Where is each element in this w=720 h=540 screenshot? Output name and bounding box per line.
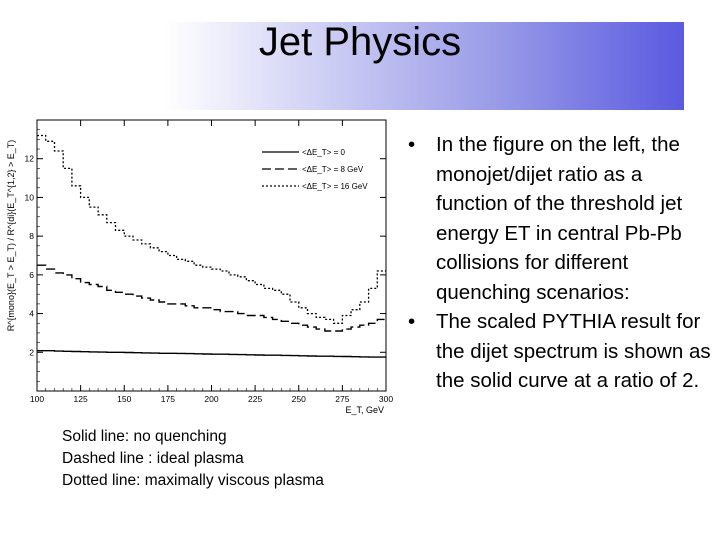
legend-entry: <ΔE_T> = 8 GeV [302, 165, 364, 174]
figure-caption: Solid line: no quenching Dashed line : id… [62, 426, 324, 492]
plot-frame [36, 119, 387, 392]
caption-line: Dotted line: maximally viscous plasma [62, 472, 324, 489]
bullet-item: • In the figure on the left, the monojet/… [405, 130, 715, 307]
x-tick-label: 275 [335, 394, 349, 404]
quenching-chart: 100 125 150 175 200 225 250 275 300 2 4 6 8 10 12 E_T, … [6, 119, 393, 415]
title-bar [50, 22, 684, 110]
x-tick-label: 175 [161, 394, 175, 404]
x-tick-label: 200 [204, 394, 218, 404]
y-tick-label: 8 [29, 231, 34, 241]
series-line-1 [37, 264, 386, 332]
x-tick-label: 100 [30, 394, 44, 404]
x-tick-label: 150 [117, 394, 131, 404]
caption-line: Dashed line : ideal plasma [62, 450, 244, 467]
x-tick-label: 250 [292, 394, 306, 404]
bullet-text: The scaled PYTHIA result for the dijet s… [436, 310, 711, 392]
y-tick-label: 4 [29, 309, 34, 319]
bullet-list: • In the figure on the left, the monojet/… [405, 130, 715, 396]
legend-entry: <ΔE_T> = 0 [302, 148, 345, 157]
series-line-2 [37, 134, 386, 324]
caption-line: Solid line: no quenching [62, 428, 227, 445]
y-tick-label: 12 [25, 154, 35, 164]
y-axis-label: R^{mono}(E_T > E_T) / R^{di}(E_T^{1,2} >… [6, 140, 16, 332]
x-tick-label: 225 [248, 394, 262, 404]
bullet-text: In the figure on the left, the monojet/d… [436, 133, 683, 304]
bullet-dot-icon: • [408, 133, 416, 156]
x-axis-label: E_T, GeV [345, 405, 384, 415]
y-tick-label: 6 [29, 270, 34, 280]
series-line-0 [37, 350, 386, 358]
page-title: Jet Physics [258, 20, 462, 64]
legend-entry: <ΔE_T> = 16 GeV [302, 182, 368, 191]
bullet-item: • The scaled PYTHIA result for the dijet … [405, 307, 715, 396]
x-tick-label: 300 [379, 394, 393, 404]
bullet-dot-icon: • [408, 310, 416, 333]
y-tick-label: 2 [29, 347, 34, 357]
x-tick-label: 125 [74, 394, 88, 404]
y-tick-label: 10 [25, 192, 35, 202]
